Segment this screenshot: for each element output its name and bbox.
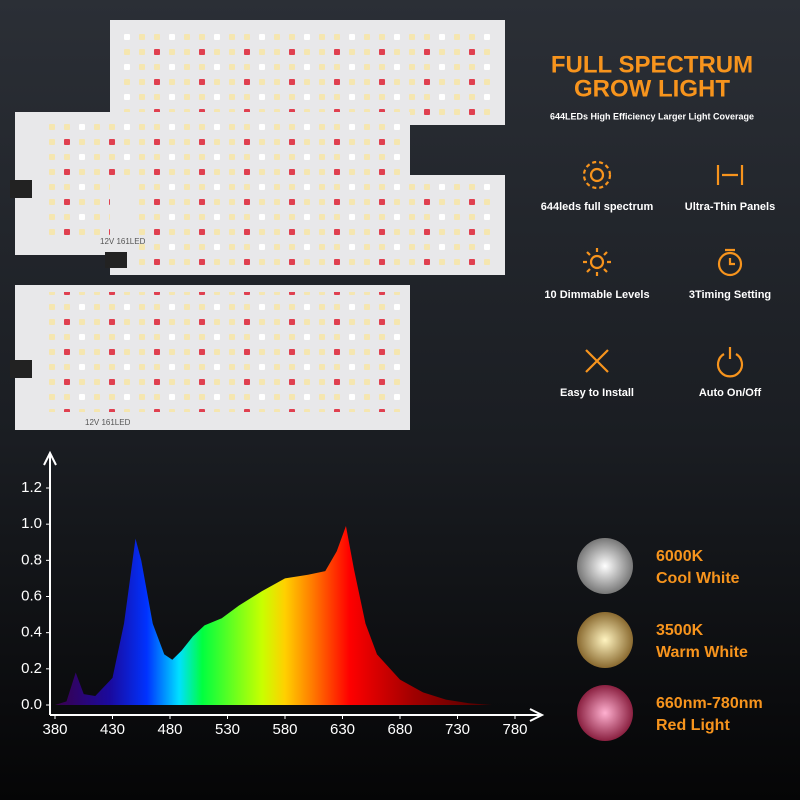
x-tick-label: 580	[272, 721, 297, 738]
y-tick-label: 1.0	[21, 515, 42, 532]
feature-label: Ultra-Thin Panels	[685, 201, 775, 213]
x-tick-label: 730	[445, 721, 470, 738]
panel	[110, 20, 505, 125]
y-tick-label: 0.2	[21, 660, 42, 677]
subtitle: 644LEDs High Efficiency Larger Light Cov…	[550, 111, 754, 121]
feature-icons	[582, 160, 744, 378]
legend-label: 3500K	[656, 622, 704, 639]
panel-label: 12V 161LED	[85, 418, 131, 427]
title: GROW LIGHT	[574, 75, 730, 102]
legend-icon	[577, 612, 633, 668]
x-tick-label: 780	[502, 721, 527, 738]
legend-icon	[577, 538, 633, 594]
legend-label: 6000K	[656, 548, 704, 565]
x-tick-label: 430	[100, 721, 125, 738]
x-tick-label: 480	[157, 721, 182, 738]
legend-label: Warm White	[656, 644, 748, 661]
axes	[43, 450, 545, 722]
feature-label: Easy to Install	[560, 387, 634, 399]
y-tick-label: 1.2	[21, 479, 42, 496]
feature-label: 10 Dimmable Levels	[544, 289, 649, 301]
y-tick-label: 0.0	[21, 696, 42, 713]
feature-label: Auto On/Off	[699, 387, 762, 399]
legend-label: Cool White	[656, 570, 740, 587]
panel	[105, 175, 505, 275]
legend-label: Red Light	[656, 717, 730, 734]
x-tick-label: 630	[330, 721, 355, 738]
feature-label: 644leds full spectrum	[541, 201, 654, 213]
x-tick-label: 380	[42, 721, 67, 738]
spectrum-area	[55, 525, 515, 705]
legend-icon	[577, 685, 633, 741]
legend-label: 660nm-780nm	[656, 695, 763, 712]
x-tick-label: 680	[387, 721, 412, 738]
title: FULL SPECTRUM	[551, 51, 753, 78]
feature-label: 3Timing Setting	[689, 289, 771, 301]
panel	[10, 285, 410, 430]
y-tick-label: 0.8	[21, 551, 42, 568]
panels: 12V 161LED 12V 161LED	[10, 20, 505, 430]
x-tick-label: 530	[215, 721, 240, 738]
y-tick-label: 0.6	[21, 587, 42, 604]
y-tick-label: 0.4	[21, 624, 42, 641]
panel-label: 12V 161LED	[100, 237, 146, 246]
